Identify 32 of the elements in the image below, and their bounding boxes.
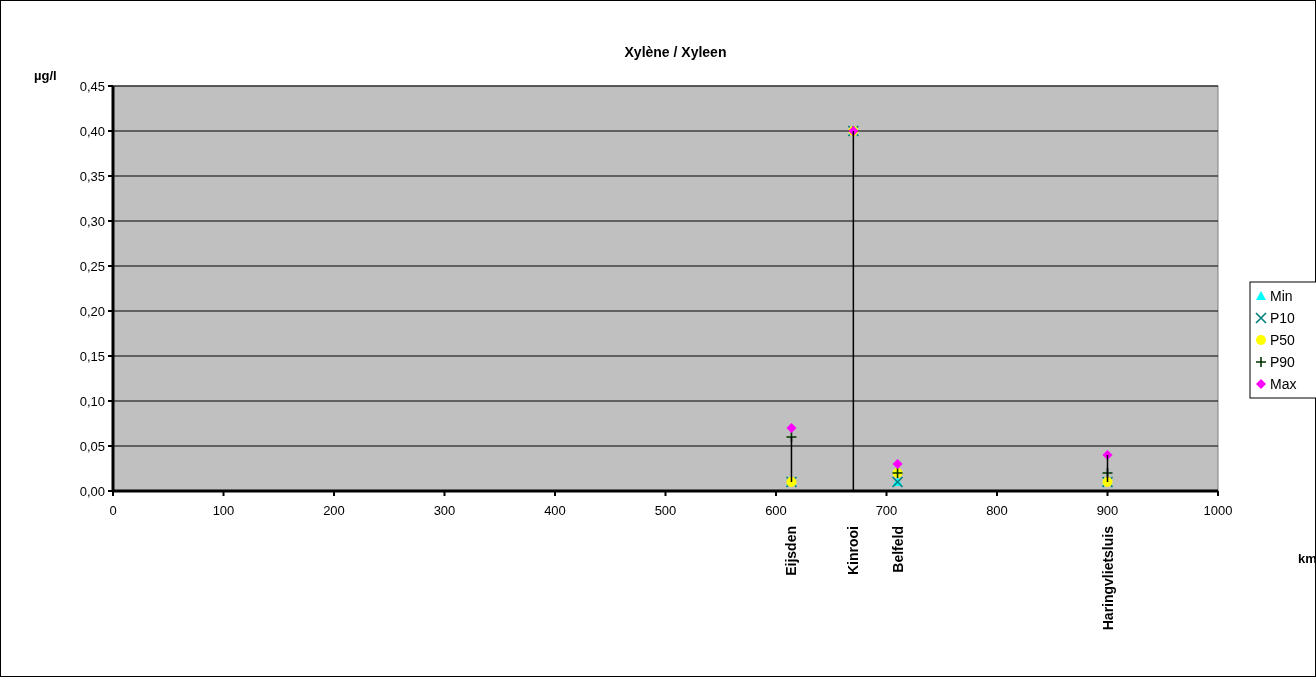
legend-label: Min	[1270, 287, 1293, 304]
x-tick-label: 900	[1096, 503, 1119, 518]
x-tick-label: 800	[986, 503, 1008, 518]
x-tick-label: 300	[433, 503, 456, 518]
text: Haringvlietsluis	[1099, 525, 1116, 631]
y-tick-label: 0,35	[79, 168, 105, 184]
y-tick-label: 0,00	[79, 483, 105, 499]
x-tick-label: 600	[765, 503, 787, 518]
y-tick-label: 0,15	[79, 348, 105, 364]
x-tick-label: 700	[875, 503, 898, 518]
y-tick-label: 0,20	[79, 303, 105, 319]
text: Eijsden	[783, 526, 800, 576]
legend-label: P50	[1270, 331, 1296, 348]
y-tick-label: 0,25	[79, 258, 105, 274]
y-tick-label: 0,40	[79, 123, 105, 139]
text: Kinrooi	[845, 526, 862, 575]
legend-label: P10	[1270, 309, 1296, 326]
y-axis-title: µg/l	[34, 68, 57, 83]
x-tick-label: 100	[212, 503, 235, 518]
legend-label: Max	[1270, 375, 1297, 392]
y-tick-label: 0,05	[79, 438, 105, 454]
x-tick-label: 0	[109, 503, 117, 518]
y-tick-label: 0,30	[79, 213, 105, 229]
text: Belfeld	[889, 526, 906, 573]
legend-label: P90	[1270, 353, 1296, 370]
x-tick-label: 200	[323, 503, 345, 518]
y-tick-label: 0,45	[79, 78, 105, 94]
x-tick-label: 400	[544, 503, 566, 518]
x-tick-label: 500	[654, 503, 677, 518]
chart-title: Xylène / Xyleen	[624, 44, 727, 60]
y-tick-label: 0,10	[79, 393, 105, 409]
x-tick-label: 1000	[1203, 503, 1233, 518]
